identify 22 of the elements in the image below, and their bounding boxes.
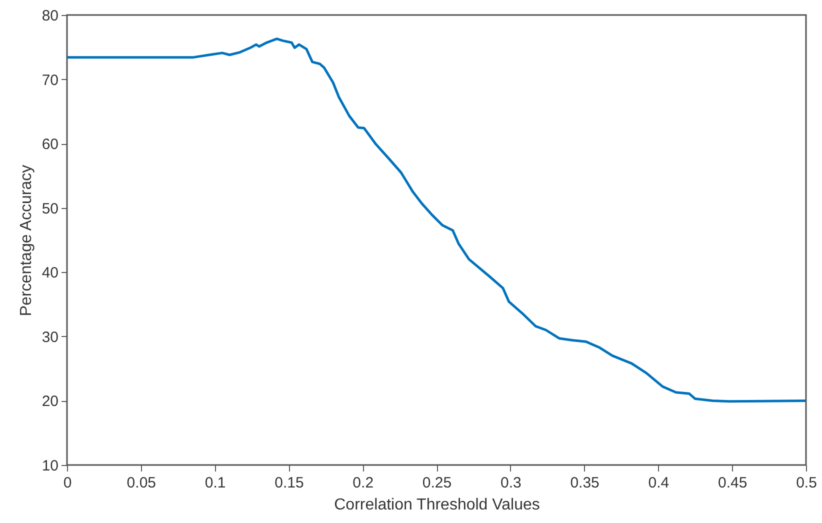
y-tick-label: 10 bbox=[42, 458, 58, 474]
x-tick-label: 0.3 bbox=[500, 474, 522, 492]
y-tick-label: 30 bbox=[42, 328, 58, 346]
x-tick-label: 0.1 bbox=[204, 474, 226, 492]
y-tick-label: 40 bbox=[42, 264, 58, 282]
y-tick-label: 60 bbox=[42, 136, 58, 154]
x-axis-title: Correlation Threshold Values bbox=[334, 496, 540, 514]
y-tick-label: 20 bbox=[42, 393, 58, 410]
x-tick-label: 0 bbox=[63, 474, 72, 492]
x-tick-label: 0.5 bbox=[796, 474, 817, 492]
x-tick-label: 0.35 bbox=[570, 474, 600, 492]
x-tick-label: 0.15 bbox=[274, 474, 304, 492]
y-tick-label: 80 bbox=[42, 8, 58, 24]
y-tick-label: 50 bbox=[42, 200, 58, 218]
line-series bbox=[67, 38, 806, 403]
y-tick-label: 70 bbox=[42, 72, 58, 89]
x-tick-label: 0.25 bbox=[422, 474, 452, 492]
x-tick-label: 0.05 bbox=[126, 474, 156, 492]
x-tick-label: 0.2 bbox=[352, 474, 374, 492]
y-axis-title: Percentage Accuracy bbox=[18, 164, 35, 316]
x-tick-label: 0.45 bbox=[718, 474, 748, 492]
x-tick-label: 0.4 bbox=[648, 474, 670, 492]
